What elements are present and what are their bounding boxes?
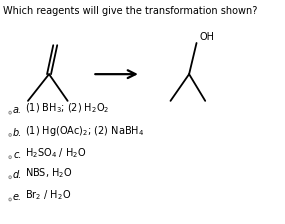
Text: (1) Hg(OAc)$_2$; (2) NaBH$_4$: (1) Hg(OAc)$_2$; (2) NaBH$_4$ (25, 124, 144, 138)
Text: OH: OH (199, 32, 214, 42)
Text: c.: c. (13, 150, 22, 160)
Text: Br$_2$ / H$_2$O: Br$_2$ / H$_2$O (25, 188, 72, 202)
Text: b.: b. (12, 128, 22, 138)
Text: H$_2$SO$_4$ / H$_2$O: H$_2$SO$_4$ / H$_2$O (25, 146, 87, 160)
Text: Which reagents will give the transformation shown?: Which reagents will give the transformat… (3, 6, 258, 16)
Text: (1) BH$_3$; (2) H$_2$O$_2$: (1) BH$_3$; (2) H$_2$O$_2$ (25, 102, 110, 115)
Text: d.: d. (12, 170, 22, 180)
Text: e.: e. (13, 192, 22, 202)
Text: NBS, H$_2$O: NBS, H$_2$O (25, 166, 73, 180)
Text: a.: a. (13, 105, 22, 115)
